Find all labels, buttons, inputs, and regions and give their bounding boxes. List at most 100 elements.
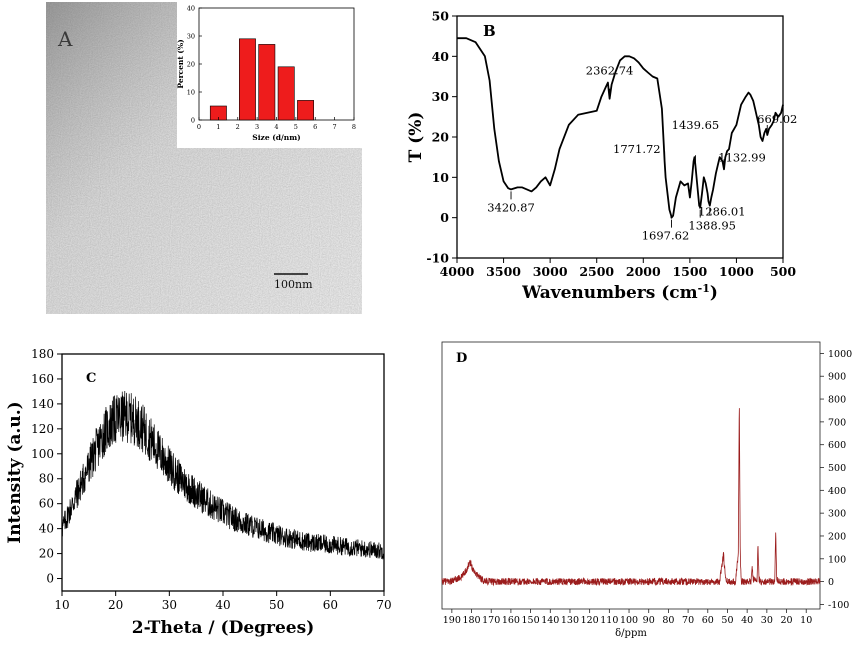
y-tick-label: 1000: [828, 349, 852, 360]
ftir-chart: 4000 3500 3000 2500 2000 1500 1000 500 -10 0 10 20 3…: [406, 9, 797, 304]
panel-a-label: A: [57, 27, 73, 51]
x-axis-label: 2-Theta / (Degrees): [132, 618, 315, 638]
peak-label: 1697.62: [642, 229, 690, 243]
inset-histogram: 0 1 2 3 4 5 6 7 8 0 10 20 30 40 Size (d/nm) Percent (%): [176, 2, 362, 148]
y-axis-label: Intensity (a.u.): [5, 401, 25, 543]
x-tick-label: 50: [269, 598, 284, 612]
x-tick-label: 10: [800, 615, 812, 626]
x-tick-label: 60: [323, 598, 338, 612]
y-tick-label: 40: [432, 49, 450, 64]
peak-label: 2362.74: [586, 64, 634, 78]
peak-label: 1771.72: [613, 142, 661, 156]
x-tick-label: 180: [462, 615, 480, 626]
scale-bar-label: 100nm: [274, 278, 313, 291]
inset-x-tick-label: 4: [274, 123, 278, 131]
y-tick-label: 60: [39, 497, 54, 511]
inset-x-axis-label: Size (d/nm): [252, 133, 300, 142]
x-axis-label: Wavenumbers (cm-1): [521, 282, 718, 303]
inset-y-tick-label: 30: [187, 33, 195, 41]
panel-c-label: C: [86, 371, 96, 386]
inset-x-tick-label: 6: [313, 123, 317, 131]
y-tick-label: 100: [31, 447, 54, 461]
inset-bar: [277, 66, 295, 121]
x-tick-label: 170: [482, 615, 500, 626]
y-tick-label: 500: [828, 463, 846, 474]
x-tick-label: 130: [561, 615, 579, 626]
peak-label: 1439.65: [672, 118, 720, 132]
y-tick-label: 0: [828, 577, 834, 588]
peak-label: 1132.99: [718, 150, 766, 164]
plot-frame: [441, 341, 821, 610]
y-tick-label: 20: [432, 130, 450, 145]
x-tick-label: 90: [643, 615, 655, 626]
y-tick-label: 200: [828, 531, 846, 542]
x-tick-label: 120: [581, 615, 599, 626]
inset-x-tick-label: 8: [352, 123, 356, 131]
x-tick-label: 3500: [486, 264, 521, 279]
x-tick-label: 500: [770, 264, 796, 279]
peak-label: 1388.95: [688, 219, 736, 233]
panel-a-svg: A 100nm 0 1 2 3 4 5 6 7 8 0 10 20 30 40 Size (d/nm) Per…: [46, 2, 362, 314]
y-tick-label: -100: [828, 600, 849, 611]
x-axis-label: δ/ppm: [615, 628, 647, 639]
x-tick-label: 160: [502, 615, 520, 626]
x-tick-label: 2500: [579, 264, 614, 279]
inset-y-tick-label: 40: [187, 5, 195, 13]
x-tick-label: 4000: [440, 264, 475, 279]
inset-y-tick-label: 10: [187, 89, 195, 97]
x-tick-label: 30: [761, 615, 773, 626]
y-tick-label: 140: [31, 397, 54, 411]
panel-b-ftir: 4000 3500 3000 2500 2000 1500 1000 500 -10 0 10 20 3…: [405, 0, 857, 312]
inset-x-tick-label: 2: [236, 123, 240, 131]
x-tick-label: 60: [702, 615, 714, 626]
y-tick-label: 80: [39, 472, 54, 486]
x-tick-label: 2000: [626, 264, 661, 279]
ftir-spectrum-line: [457, 37, 784, 219]
y-tick-label: 160: [31, 372, 54, 386]
y-tick-label: 600: [828, 440, 846, 451]
y-tick-label: 180: [31, 347, 54, 361]
inset-plot-area: 0 1 2 3 4 5 6 7 8 0 10 20 30 40 Size (d/nm) Percent (%): [176, 5, 356, 143]
inset-x-tick-label: 3: [255, 123, 259, 131]
x-tick-label: 40: [741, 615, 753, 626]
panel-a-micrograph: A 100nm 0 1 2 3 4 5 6 7 8 0 10 20 30 40 Size (d/nm) Per…: [46, 2, 362, 314]
x-tick-label: 100: [620, 615, 638, 626]
y-tick-label: 0: [440, 210, 449, 225]
x-tick-label: 40: [215, 598, 230, 612]
y-tick-label: 20: [39, 547, 54, 561]
inset-x-tick-label: 1: [216, 123, 220, 131]
y-tick-label: 120: [31, 422, 54, 436]
y-tick-label: 900: [828, 372, 846, 383]
inset-bar: [258, 44, 276, 121]
inset-y-tick-label: 0: [191, 117, 195, 125]
x-tick-label: 10: [54, 598, 69, 612]
nmr-chart: 190 180 170 160 150 140 130 120 110 100 90 80 70 60 50…: [441, 341, 852, 639]
x-tick-label: 1000: [719, 264, 754, 279]
y-axis-label: T (%): [406, 112, 426, 163]
x-tick-label: 20: [108, 598, 123, 612]
x-tick-label: 30: [162, 598, 177, 612]
y-tick-label: 100: [828, 554, 846, 565]
x-tick-label: 70: [376, 598, 391, 612]
inset-bar: [239, 38, 256, 121]
y-tick-label: 700: [828, 417, 846, 428]
xrd-pattern-line: [61, 390, 385, 560]
peak-label: 1286.01: [698, 205, 746, 219]
peak-label: 669.02: [757, 112, 797, 126]
x-tick-label: 70: [682, 615, 694, 626]
x-tick-label: 190: [443, 615, 461, 626]
inset-x-tick-label: 5: [294, 123, 298, 131]
xrd-chart: 10 20 30 40 50 60 70 0 20 40 60 80 100 120 140 160 180 C 2…: [5, 347, 392, 638]
plot-frame: [61, 353, 385, 592]
x-tick-label: 110: [600, 615, 618, 626]
x-tick-label: 150: [522, 615, 540, 626]
y-tick-label: 10: [432, 170, 450, 185]
y-tick-label: 300: [828, 509, 846, 520]
y-tick-label: -10: [426, 251, 449, 266]
y-tick-label: 800: [828, 395, 846, 406]
x-tick-label: 140: [541, 615, 559, 626]
inset-x-tick-label: 7: [333, 123, 337, 131]
y-tick-label: 40: [39, 522, 54, 536]
x-tick-label: 80: [662, 615, 674, 626]
inset-y-axis-label: Percent (%): [176, 39, 185, 88]
